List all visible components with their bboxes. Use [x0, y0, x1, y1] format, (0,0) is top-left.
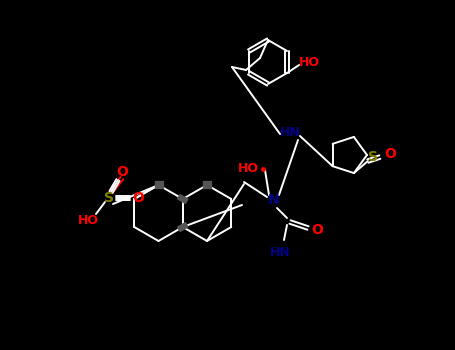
Text: HO: HO	[77, 215, 98, 228]
Text: S: S	[104, 191, 114, 205]
Bar	[177, 195, 188, 203]
Text: O: O	[311, 223, 323, 237]
Text: O: O	[132, 191, 144, 205]
Text: HN: HN	[270, 245, 290, 259]
Bar	[203, 181, 211, 188]
Text: HO: HO	[298, 56, 319, 70]
Text: N: N	[268, 193, 280, 207]
Text: HO: HO	[238, 161, 258, 175]
Text: S: S	[368, 150, 378, 164]
Text: HN: HN	[280, 126, 300, 139]
Bar	[177, 223, 188, 231]
Text: O: O	[384, 147, 396, 161]
Text: O: O	[116, 165, 128, 179]
Bar	[155, 181, 162, 188]
